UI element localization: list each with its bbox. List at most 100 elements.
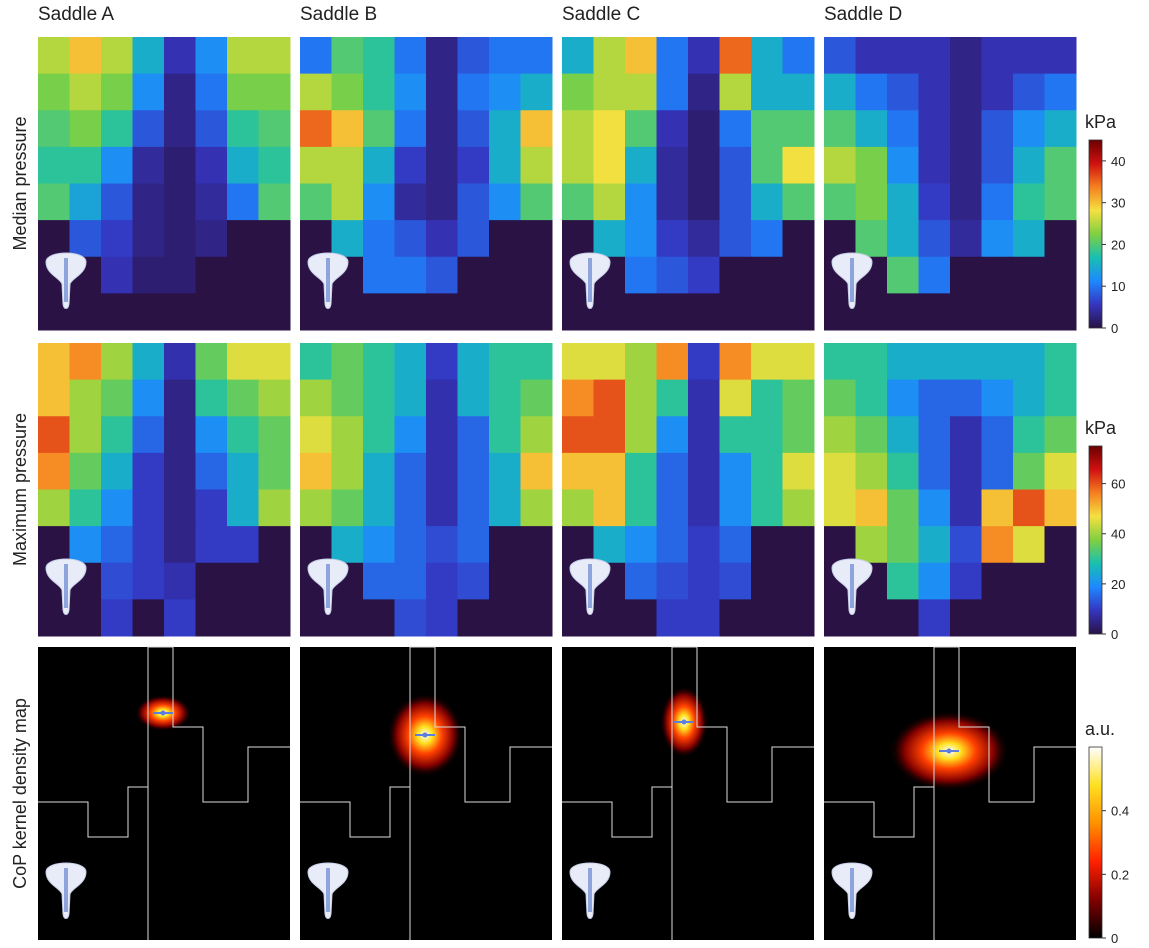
heat-cell xyxy=(657,380,689,417)
heat-cell xyxy=(1045,184,1077,221)
colorbar-tick-label: 60 xyxy=(1111,477,1125,492)
heat-cell xyxy=(919,343,951,380)
heat-cell xyxy=(521,293,553,330)
colorbar-unit: kPa xyxy=(1085,418,1117,438)
heat-cell xyxy=(1013,37,1045,74)
heat-cell xyxy=(426,110,458,147)
heat-cell xyxy=(688,184,720,221)
colorbar-tick-label: 0 xyxy=(1111,931,1118,943)
heat-cell xyxy=(919,184,951,221)
heat-cell xyxy=(688,257,720,294)
colorbar xyxy=(1089,140,1102,328)
heat-cell xyxy=(657,147,689,184)
heat-cell xyxy=(101,380,133,417)
heat-cell xyxy=(101,563,133,600)
heat-cell xyxy=(426,37,458,74)
heat-cell xyxy=(625,343,657,380)
heat-cell xyxy=(688,37,720,74)
heat-cell xyxy=(1013,293,1045,330)
heat-cell xyxy=(489,416,521,453)
saddle-channel xyxy=(850,258,854,302)
heat-cell xyxy=(426,220,458,257)
heat-cell xyxy=(783,293,815,330)
heat-cell xyxy=(426,563,458,600)
heat-cell xyxy=(1045,74,1077,111)
heat-cell xyxy=(1013,563,1045,600)
heat-cell xyxy=(332,74,364,111)
heat-cell xyxy=(164,293,196,330)
heat-cell xyxy=(982,453,1014,490)
heat-cell xyxy=(300,453,332,490)
colorbar-tick-label: 0.2 xyxy=(1111,867,1129,882)
colorbar-tick-label: 0.4 xyxy=(1111,804,1129,819)
heat-cell xyxy=(688,490,720,527)
heat-cell xyxy=(688,74,720,111)
heat-cell xyxy=(720,380,752,417)
heat-cell xyxy=(426,380,458,417)
heat-cell xyxy=(919,257,951,294)
heat-cell xyxy=(133,37,165,74)
heat-cell xyxy=(688,380,720,417)
heat-cell xyxy=(101,293,133,330)
heat-cell xyxy=(856,526,888,563)
heat-cell xyxy=(919,599,951,636)
heat-cell xyxy=(196,343,228,380)
heat-cell xyxy=(919,147,951,184)
heat-cell xyxy=(594,74,626,111)
heat-cell xyxy=(657,220,689,257)
heat-cell xyxy=(395,453,427,490)
heat-cell xyxy=(982,293,1014,330)
heat-cell xyxy=(395,110,427,147)
heat-cell xyxy=(426,293,458,330)
heat-cell xyxy=(657,184,689,221)
heat-cell xyxy=(562,343,594,380)
heat-cell xyxy=(489,74,521,111)
heat-cell xyxy=(856,490,888,527)
heat-cell xyxy=(562,220,594,257)
heat-cell xyxy=(594,147,626,184)
heat-cell xyxy=(887,184,919,221)
heat-cell xyxy=(300,184,332,221)
heat-cell xyxy=(919,220,951,257)
heat-cell xyxy=(950,147,982,184)
colorbar xyxy=(1089,747,1102,938)
heat-cell xyxy=(982,147,1014,184)
heat-cell xyxy=(783,380,815,417)
heat-cell xyxy=(363,416,395,453)
heat-cell xyxy=(164,74,196,111)
heat-cell xyxy=(824,416,856,453)
heat-cell xyxy=(856,147,888,184)
heat-cell xyxy=(950,563,982,600)
heat-cell xyxy=(300,74,332,111)
heat-cell xyxy=(720,526,752,563)
heat-cell xyxy=(300,220,332,257)
heat-cell xyxy=(856,599,888,636)
heat-cell xyxy=(133,184,165,221)
heat-cell xyxy=(259,490,291,527)
heat-cell xyxy=(919,490,951,527)
heat-cell xyxy=(458,563,490,600)
heat-cell xyxy=(625,563,657,600)
heat-cell xyxy=(856,74,888,111)
heat-cell xyxy=(70,74,102,111)
heat-cell xyxy=(196,147,228,184)
heat-cell xyxy=(887,599,919,636)
heat-cell xyxy=(458,380,490,417)
heat-cell xyxy=(489,37,521,74)
colorbar-tick-label: 40 xyxy=(1111,154,1125,169)
heat-cell xyxy=(196,293,228,330)
heat-cell xyxy=(720,453,752,490)
heat-cell xyxy=(1013,74,1045,111)
heat-cell xyxy=(982,563,1014,600)
heat-cell xyxy=(489,343,521,380)
heat-cell xyxy=(982,37,1014,74)
heat-cell xyxy=(489,110,521,147)
heat-cell xyxy=(133,380,165,417)
heat-cell xyxy=(38,147,70,184)
heat-cell xyxy=(688,563,720,600)
heat-cell xyxy=(38,74,70,111)
heat-cell xyxy=(982,74,1014,111)
heat-cell xyxy=(751,257,783,294)
heat-cell xyxy=(824,526,856,563)
heat-cell xyxy=(164,220,196,257)
